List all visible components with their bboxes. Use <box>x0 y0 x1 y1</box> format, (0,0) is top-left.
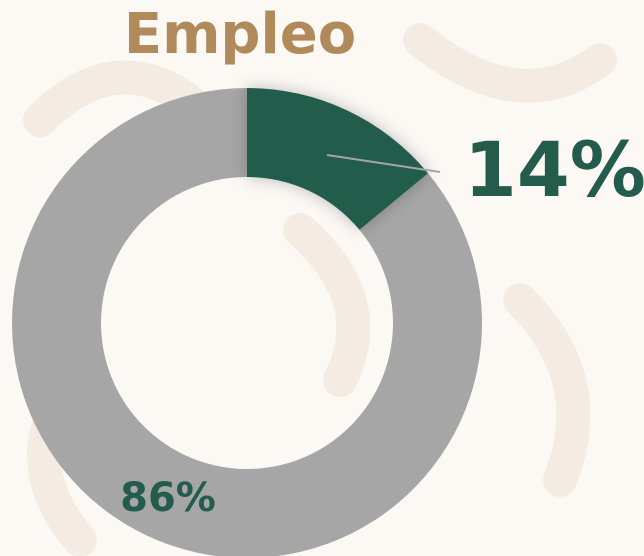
slices <box>12 88 482 556</box>
leader-line <box>326 154 441 173</box>
slice <box>247 88 429 230</box>
chart-title: Empleo <box>124 2 356 67</box>
slice <box>12 88 482 556</box>
data-label: 86% <box>120 475 216 521</box>
data-label: 14% <box>464 125 644 214</box>
